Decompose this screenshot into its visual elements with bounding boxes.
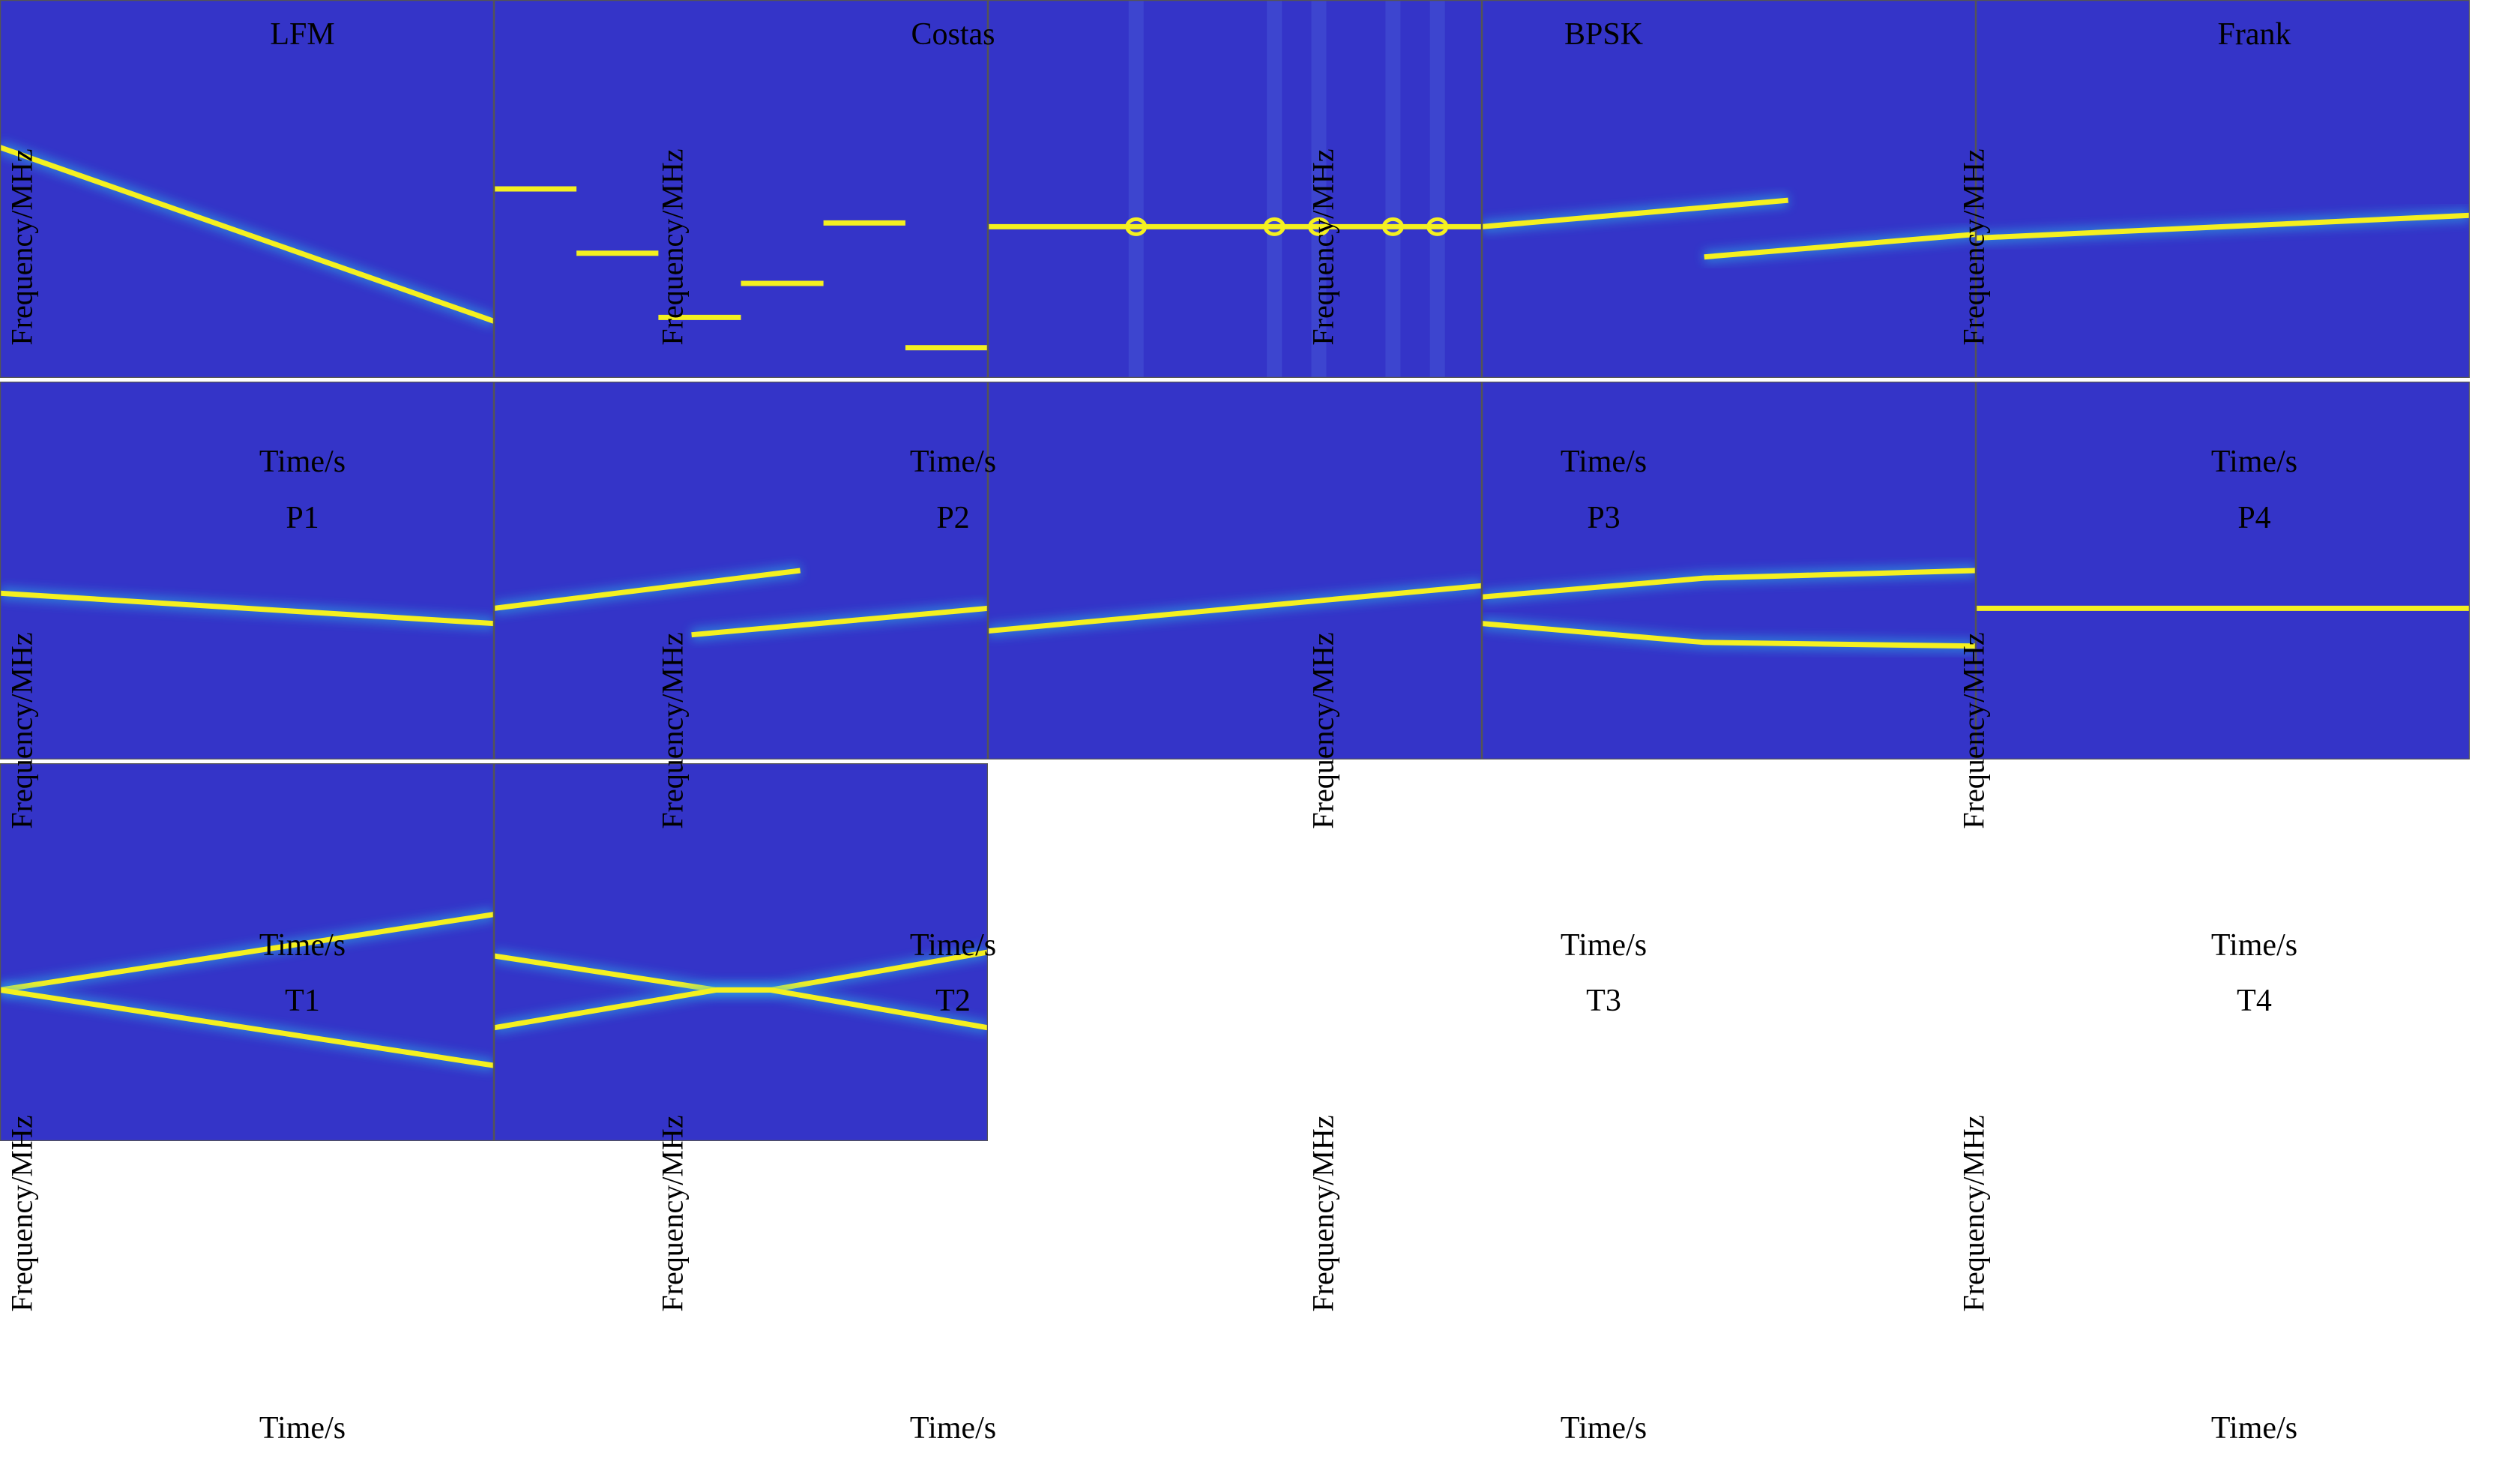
spectrogram-plot xyxy=(0,0,496,379)
plot-background xyxy=(988,0,1482,378)
x-axis-label: Time/s xyxy=(259,928,346,963)
frequency-ridge xyxy=(691,605,989,638)
plot-frame xyxy=(0,0,495,379)
spectrogram-plot xyxy=(0,381,495,760)
plot-frame xyxy=(1481,381,1977,760)
chart-title: T2 xyxy=(935,984,971,1018)
x-axis-label: Time/s xyxy=(909,1411,997,1446)
frequency-ridge xyxy=(493,987,989,1031)
frequency-ridge xyxy=(987,583,1483,634)
y-axis-label: Frequency/MHz xyxy=(4,1115,39,1312)
x-axis-label: Time/s xyxy=(1560,445,1648,479)
y-axis-label: Frequency/MHz xyxy=(655,632,690,829)
plot-frame xyxy=(493,381,989,760)
plot-background xyxy=(1976,382,2470,759)
plot-frame xyxy=(0,381,495,760)
y-axis-label: Frequency/MHz xyxy=(655,1115,690,1312)
spectrogram-plot xyxy=(1975,381,2471,760)
plot-frame xyxy=(0,762,495,1142)
chart-title: Frank xyxy=(2217,17,2291,52)
spectrogram-plot xyxy=(987,0,1483,379)
frequency-ridge xyxy=(0,590,495,627)
spectrogram-plot xyxy=(0,762,495,1142)
frequency-ridge xyxy=(1481,621,1977,649)
plot-background xyxy=(0,0,494,378)
plot-frame xyxy=(1481,0,1977,379)
chart-title: Costas xyxy=(911,17,995,52)
plot-frame xyxy=(493,0,989,379)
phase-transition-band xyxy=(1128,0,1144,378)
x-axis-label: Time/s xyxy=(2210,445,2298,479)
x-axis-label: Time/s xyxy=(259,1411,346,1446)
chart-title: BPSK xyxy=(1564,17,1644,52)
x-axis-label: Time/s xyxy=(909,445,997,479)
chart-title: P4 xyxy=(2237,501,2271,535)
chart-title: P1 xyxy=(286,501,319,535)
phase-transition-band xyxy=(1385,0,1401,378)
chart-title: T4 xyxy=(2237,984,2272,1018)
plot-frame xyxy=(987,0,1483,379)
spectrogram-plot xyxy=(1481,381,1977,760)
y-axis-label: Frequency/MHz xyxy=(655,148,690,346)
plot-frame xyxy=(1975,381,2471,760)
y-axis-label: Frequency/MHz xyxy=(1306,1115,1340,1312)
x-axis-label: Time/s xyxy=(259,445,346,479)
frequency-ridge xyxy=(1704,232,1977,260)
chart-title: LFM xyxy=(270,17,335,52)
spectrogram-plot xyxy=(1975,0,2471,379)
y-axis-label: Frequency/MHz xyxy=(1956,148,1991,346)
chart-title: T3 xyxy=(1586,984,1621,1018)
plot-background xyxy=(1482,0,1976,378)
chart-title: P2 xyxy=(936,501,970,535)
plot-frame xyxy=(1975,0,2471,379)
x-axis-label: Time/s xyxy=(1560,1411,1648,1446)
spectrogram-plot xyxy=(1481,0,1977,379)
spectrogram-plot xyxy=(492,762,989,1142)
plot-frame xyxy=(987,381,1483,760)
y-axis-label: Frequency/MHz xyxy=(1306,148,1340,346)
chart-title: T1 xyxy=(285,984,320,1018)
phase-transition-band xyxy=(1311,0,1327,378)
frequency-ridge xyxy=(1481,568,1977,600)
frequency-ridge xyxy=(0,987,495,1068)
y-axis-label: Frequency/MHz xyxy=(1956,1115,1991,1312)
frequency-ridge xyxy=(493,568,801,611)
x-axis-label: Time/s xyxy=(2210,1411,2298,1446)
phase-transition-band xyxy=(1267,0,1282,378)
y-axis-label: Frequency/MHz xyxy=(4,632,39,829)
plot-background xyxy=(494,763,988,1141)
plot-background xyxy=(494,382,988,759)
y-axis-label: Frequency/MHz xyxy=(4,148,39,346)
y-axis-label: Frequency/MHz xyxy=(1306,632,1340,829)
spectrogram-plot xyxy=(987,381,1483,760)
x-axis-label: Time/s xyxy=(1560,928,1648,963)
plot-background xyxy=(988,382,1482,759)
frequency-ridge xyxy=(0,145,495,324)
x-axis-label: Time/s xyxy=(2210,928,2298,963)
phase-transition-band xyxy=(1429,0,1445,378)
spectrogram-plot xyxy=(493,381,989,760)
frequency-ridge xyxy=(0,912,495,993)
plot-background xyxy=(1976,0,2470,378)
plot-background xyxy=(0,382,494,759)
spectrogram-plot xyxy=(493,0,989,379)
chart-title: P3 xyxy=(1587,501,1621,535)
y-axis-label: Frequency/MHz xyxy=(1956,632,1991,829)
frequency-ridge xyxy=(1975,212,2471,241)
frequency-ridge xyxy=(1481,197,1788,229)
x-axis-label: Time/s xyxy=(909,928,997,963)
plot-frame xyxy=(493,762,989,1142)
